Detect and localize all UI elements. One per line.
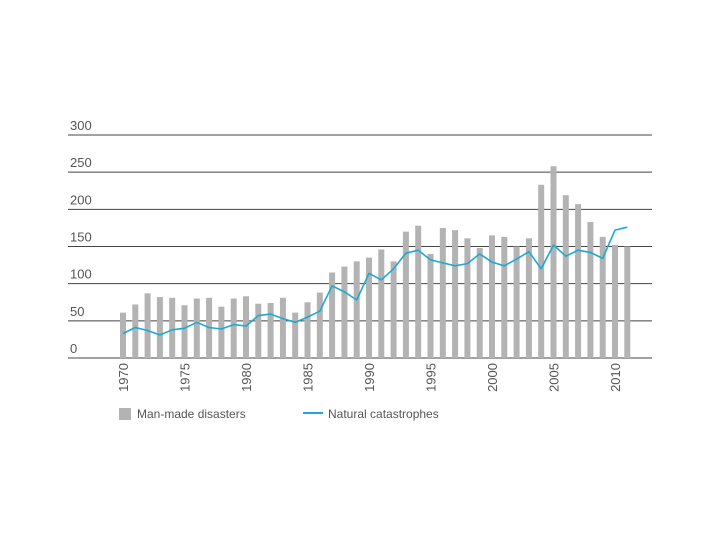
y-tick-label: 200 — [70, 192, 92, 207]
bar-2004 — [538, 184, 545, 358]
x-tick-label: 1980 — [239, 363, 254, 392]
bar-1980 — [243, 296, 249, 358]
bar-series — [120, 166, 631, 358]
bar-1978 — [218, 306, 225, 358]
legend-man-made-swatch — [119, 408, 131, 420]
bar-2001 — [501, 236, 508, 358]
x-axis-tick-labels: 1970 1975 1980 1985 1990 1995 2000 2005 2010 — [116, 363, 623, 392]
y-tick-label: 0 — [70, 341, 77, 356]
bar-2006 — [562, 195, 569, 358]
bar-1994 — [415, 225, 422, 358]
x-tick-label: 1970 — [116, 363, 131, 392]
x-tick-label: 2005 — [547, 363, 562, 392]
bar-1984 — [292, 312, 299, 358]
natural-catastrophes-line — [122, 226, 628, 336]
bar-1972 — [144, 293, 151, 358]
bar-1999 — [476, 247, 483, 358]
bar-2002 — [513, 246, 520, 358]
y-axis-tick-labels: 0 50 100 150 200 250 300 — [70, 118, 92, 356]
bar-2008 — [587, 221, 594, 358]
bar-1990 — [366, 257, 372, 358]
bar-1997 — [452, 230, 459, 358]
y-tick-label: 50 — [70, 304, 84, 319]
bar-1992 — [390, 261, 397, 358]
bar-1985 — [304, 302, 311, 358]
y-tick-label: 100 — [70, 267, 92, 282]
bar-2000 — [489, 235, 495, 358]
bar-1974 — [169, 297, 176, 358]
bar-1981 — [255, 303, 262, 358]
y-tick-label: 250 — [70, 155, 92, 170]
x-tick-label: 1975 — [178, 363, 193, 392]
bar-2011 — [624, 246, 631, 358]
bar-1988 — [341, 266, 348, 358]
x-tick-label: 1995 — [424, 363, 439, 392]
bar-1976 — [193, 298, 200, 358]
bar-1987 — [329, 272, 336, 358]
bar-1971 — [132, 304, 139, 358]
bar-1991 — [378, 249, 385, 358]
bar-2005 — [550, 166, 557, 358]
bar-1975 — [181, 305, 188, 358]
bar-1986 — [316, 292, 323, 358]
line-series — [122, 226, 628, 336]
bar-2007 — [575, 204, 582, 358]
x-tick-label: 2010 — [608, 363, 623, 392]
x-tick-label: 1990 — [362, 363, 377, 392]
bar-2003 — [525, 238, 532, 358]
bar-1995 — [427, 253, 434, 358]
bar-1983 — [279, 297, 286, 358]
bar-1993 — [402, 231, 409, 358]
legend-man-made-label: Man-made disasters — [137, 407, 246, 421]
bar-2009 — [599, 236, 606, 358]
bar-1973 — [156, 297, 163, 358]
legend: Man-made disasters Natural catastrophes — [119, 407, 439, 421]
bar-1989 — [353, 261, 360, 358]
gridlines — [68, 134, 652, 359]
y-tick-label: 150 — [70, 230, 92, 245]
legend-natural-label: Natural catastrophes — [328, 407, 439, 421]
x-tick-label: 2000 — [485, 363, 500, 392]
bar-1982 — [267, 302, 274, 358]
bar-1998 — [464, 238, 471, 358]
x-tick-label: 1985 — [301, 363, 316, 392]
y-tick-label: 300 — [70, 118, 92, 133]
bar-1979 — [230, 298, 237, 358]
bar-1996 — [439, 227, 446, 358]
bar-1970 — [120, 312, 126, 358]
bar-2010 — [612, 245, 618, 358]
